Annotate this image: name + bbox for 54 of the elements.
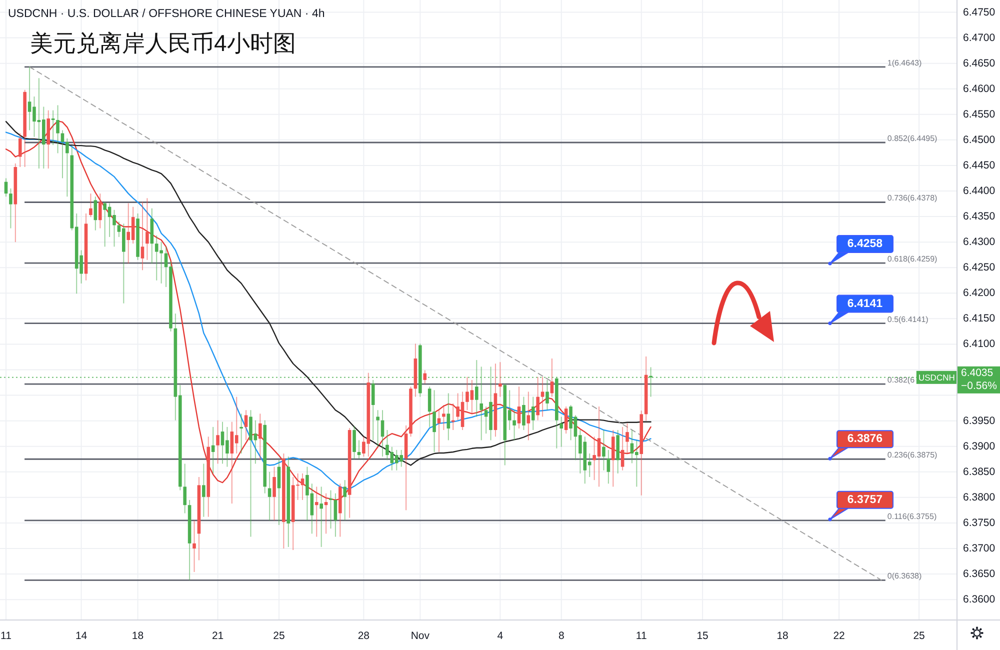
x-tick-label: 18 — [776, 630, 789, 642]
y-tick-label: 6.4150 — [963, 312, 996, 325]
x-tick-label: 25 — [913, 630, 926, 642]
y-tick-label: 6.4250 — [963, 262, 996, 274]
text: 美元兑离岸人民币4小时图 — [30, 30, 296, 56]
ref-line-label: 0.736(6.4378) — [887, 194, 938, 203]
ref-line-label: 0.382(6 — [887, 376, 916, 385]
ref-line-label: USDCNH — [918, 372, 955, 382]
x-tick-label: 11 — [636, 630, 647, 642]
y-tick-label: 6.4750 — [963, 6, 996, 18]
annotation: 6.3757 — [847, 494, 883, 506]
y-tick-label: 6.4400 — [963, 185, 996, 198]
y-tick-label: 6.3750 — [963, 516, 996, 529]
ref-line-label: 0.236(6.3875) — [887, 450, 938, 460]
ref-line-label: 1(6.4643) — [887, 58, 922, 68]
y-tick-label: 6.4650 — [963, 57, 996, 70]
y-tick-label: 6.4500 — [963, 134, 996, 146]
text: −0.56% — [961, 380, 997, 392]
ref-line-label: 0.618(6.4259) — [887, 254, 938, 264]
x-tick-label: 11 — [0, 630, 12, 642]
x-tick-label: 28 — [358, 630, 370, 642]
y-tick-label: 6.3600 — [963, 594, 996, 606]
annotation: 6.4141 — [847, 298, 884, 310]
x-tick-label: 25 — [273, 630, 285, 642]
text: 6.4035 — [961, 366, 994, 379]
x-tick-label: 4 — [497, 630, 504, 642]
y-tick-label: 6.3950 — [963, 414, 996, 427]
x-tick-label: 14 — [75, 630, 88, 642]
ref-line-label: 0.852(6.4495) — [887, 134, 938, 143]
x-tick-label: 8 — [558, 630, 564, 642]
x-tick-label: 18 — [132, 630, 144, 642]
y-tick-label: 6.4100 — [963, 338, 996, 350]
ref-line-label: 0.116(6.3755) — [887, 512, 937, 521]
y-tick-label: 6.4700 — [963, 32, 996, 44]
y-tick-label: 6.3900 — [963, 440, 996, 452]
y-tick-label: 6.4550 — [963, 108, 996, 120]
y-tick-label: 6.4450 — [963, 159, 996, 172]
y-tick-label: 6.3650 — [963, 568, 996, 580]
y-tick-label: 6.3850 — [963, 466, 996, 478]
x-tick-label: 21 — [212, 630, 224, 642]
y-tick-label: 6.4300 — [963, 236, 996, 248]
annotation: 6.4258 — [847, 238, 884, 250]
ref-line-label: 0.5(6.4141) — [887, 314, 929, 324]
ref-line-label: 0(6.3638) — [887, 572, 922, 581]
x-tick-label: 22 — [833, 630, 846, 642]
y-tick-label: 6.4350 — [963, 210, 996, 223]
text: USDCNH · U.S. DOLLAR / OFFSHORE CHINESE YUAN · 4h — [8, 8, 325, 20]
annotation: 6.3876 — [847, 433, 883, 446]
x-tick-label: Nov — [410, 630, 430, 642]
x-tick-label: 15 — [696, 630, 709, 642]
y-tick-label: 6.4600 — [963, 82, 996, 95]
y-tick-label: 6.3800 — [963, 491, 996, 504]
y-tick-label: 6.3700 — [963, 542, 996, 554]
y-tick-label: 6.4200 — [963, 287, 996, 300]
